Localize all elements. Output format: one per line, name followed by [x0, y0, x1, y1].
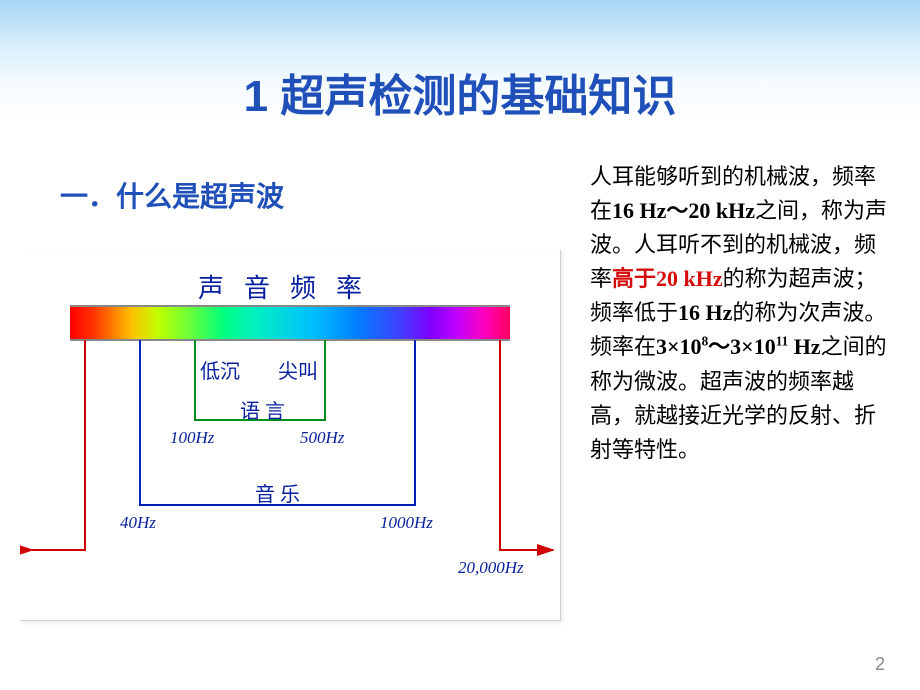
- page-number: 2: [875, 654, 885, 675]
- hz: Hz: [788, 334, 820, 359]
- label-500hz: 500Hz: [300, 428, 344, 448]
- exp11: 11: [776, 334, 788, 349]
- frequency-diagram: 声音频率 低沉 尖叫 语 言 音 乐 100Hz 500Hz 40Hz 1000…: [20, 250, 561, 621]
- label-1000hz: 1000Hz: [380, 513, 433, 533]
- body-16hz: 16 Hz: [678, 300, 732, 325]
- label-40hz: 40Hz: [120, 513, 156, 533]
- page-title: 1 超声检测的基础知识: [0, 60, 920, 124]
- r2a: 3×10: [656, 334, 702, 359]
- label-high: 尖叫: [278, 355, 318, 384]
- label-music: 音 乐: [255, 478, 300, 507]
- body-range2: 3×108～3×1011 Hz: [656, 334, 821, 359]
- r2b: 3×10: [730, 334, 776, 359]
- body-range1: 16 Hz～20 kHz: [612, 198, 755, 223]
- label-100hz: 100Hz: [170, 428, 214, 448]
- label-low: 低沉: [200, 355, 240, 384]
- body-text: 人耳能够听到的机械波，频率在16 Hz～20 kHz之间，称为声波。人耳听不到的…: [590, 160, 890, 467]
- label-speech: 语 言: [240, 395, 285, 424]
- label-20000hz: 20,000Hz: [458, 558, 524, 578]
- body-highlight: 高于20 kHz: [612, 266, 723, 291]
- section-subtitle: 一．什么是超声波: [60, 175, 284, 215]
- tilde: ～: [708, 334, 730, 359]
